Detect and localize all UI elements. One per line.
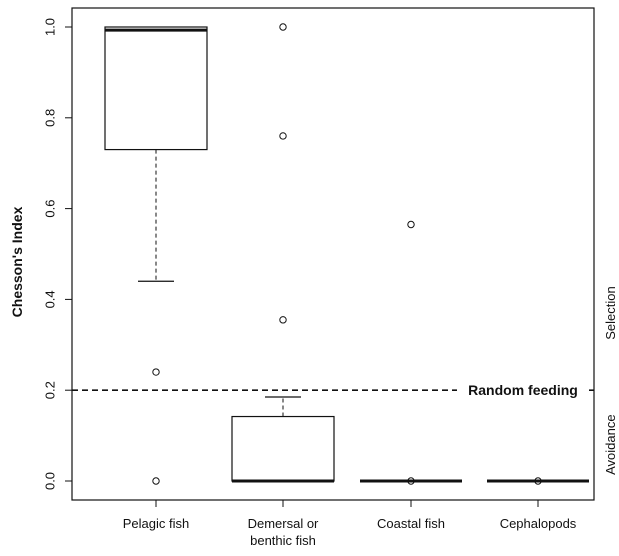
- x-tick-label: Pelagic fish: [123, 516, 189, 531]
- outlier-point: [407, 220, 415, 229]
- box-body: [231, 415, 335, 482]
- outlier-point: [152, 477, 160, 485]
- x-tick-label: Coastal fish: [377, 516, 445, 531]
- y-tick-label: 0.0: [43, 472, 58, 490]
- outlier-point: [152, 368, 160, 376]
- random-feeding-label: Random feeding: [468, 382, 578, 398]
- outlier-point: [279, 132, 287, 140]
- y-axis-title: Chesson's Index: [9, 206, 25, 317]
- x-tick-label: benthic fish: [250, 533, 316, 548]
- x-tick-label: Demersal or: [248, 516, 319, 531]
- outlier-point: [407, 477, 415, 485]
- plot-frame: [71, 7, 595, 501]
- avoidance-label: Avoidance: [603, 414, 618, 474]
- y-tick-label: 0.2: [43, 381, 58, 399]
- x-tick-label: Cephalopods: [500, 516, 577, 531]
- box-body: [104, 26, 208, 151]
- outlier-point: [279, 23, 287, 31]
- selection-label: Selection: [603, 286, 618, 339]
- y-tick-label: 0.8: [43, 109, 58, 127]
- y-tick-label: 0.6: [43, 200, 58, 218]
- y-tick-label: 1.0: [43, 18, 58, 36]
- outlier-point: [279, 316, 287, 324]
- outlier-point: [534, 477, 542, 485]
- y-tick-label: 0.4: [43, 290, 58, 308]
